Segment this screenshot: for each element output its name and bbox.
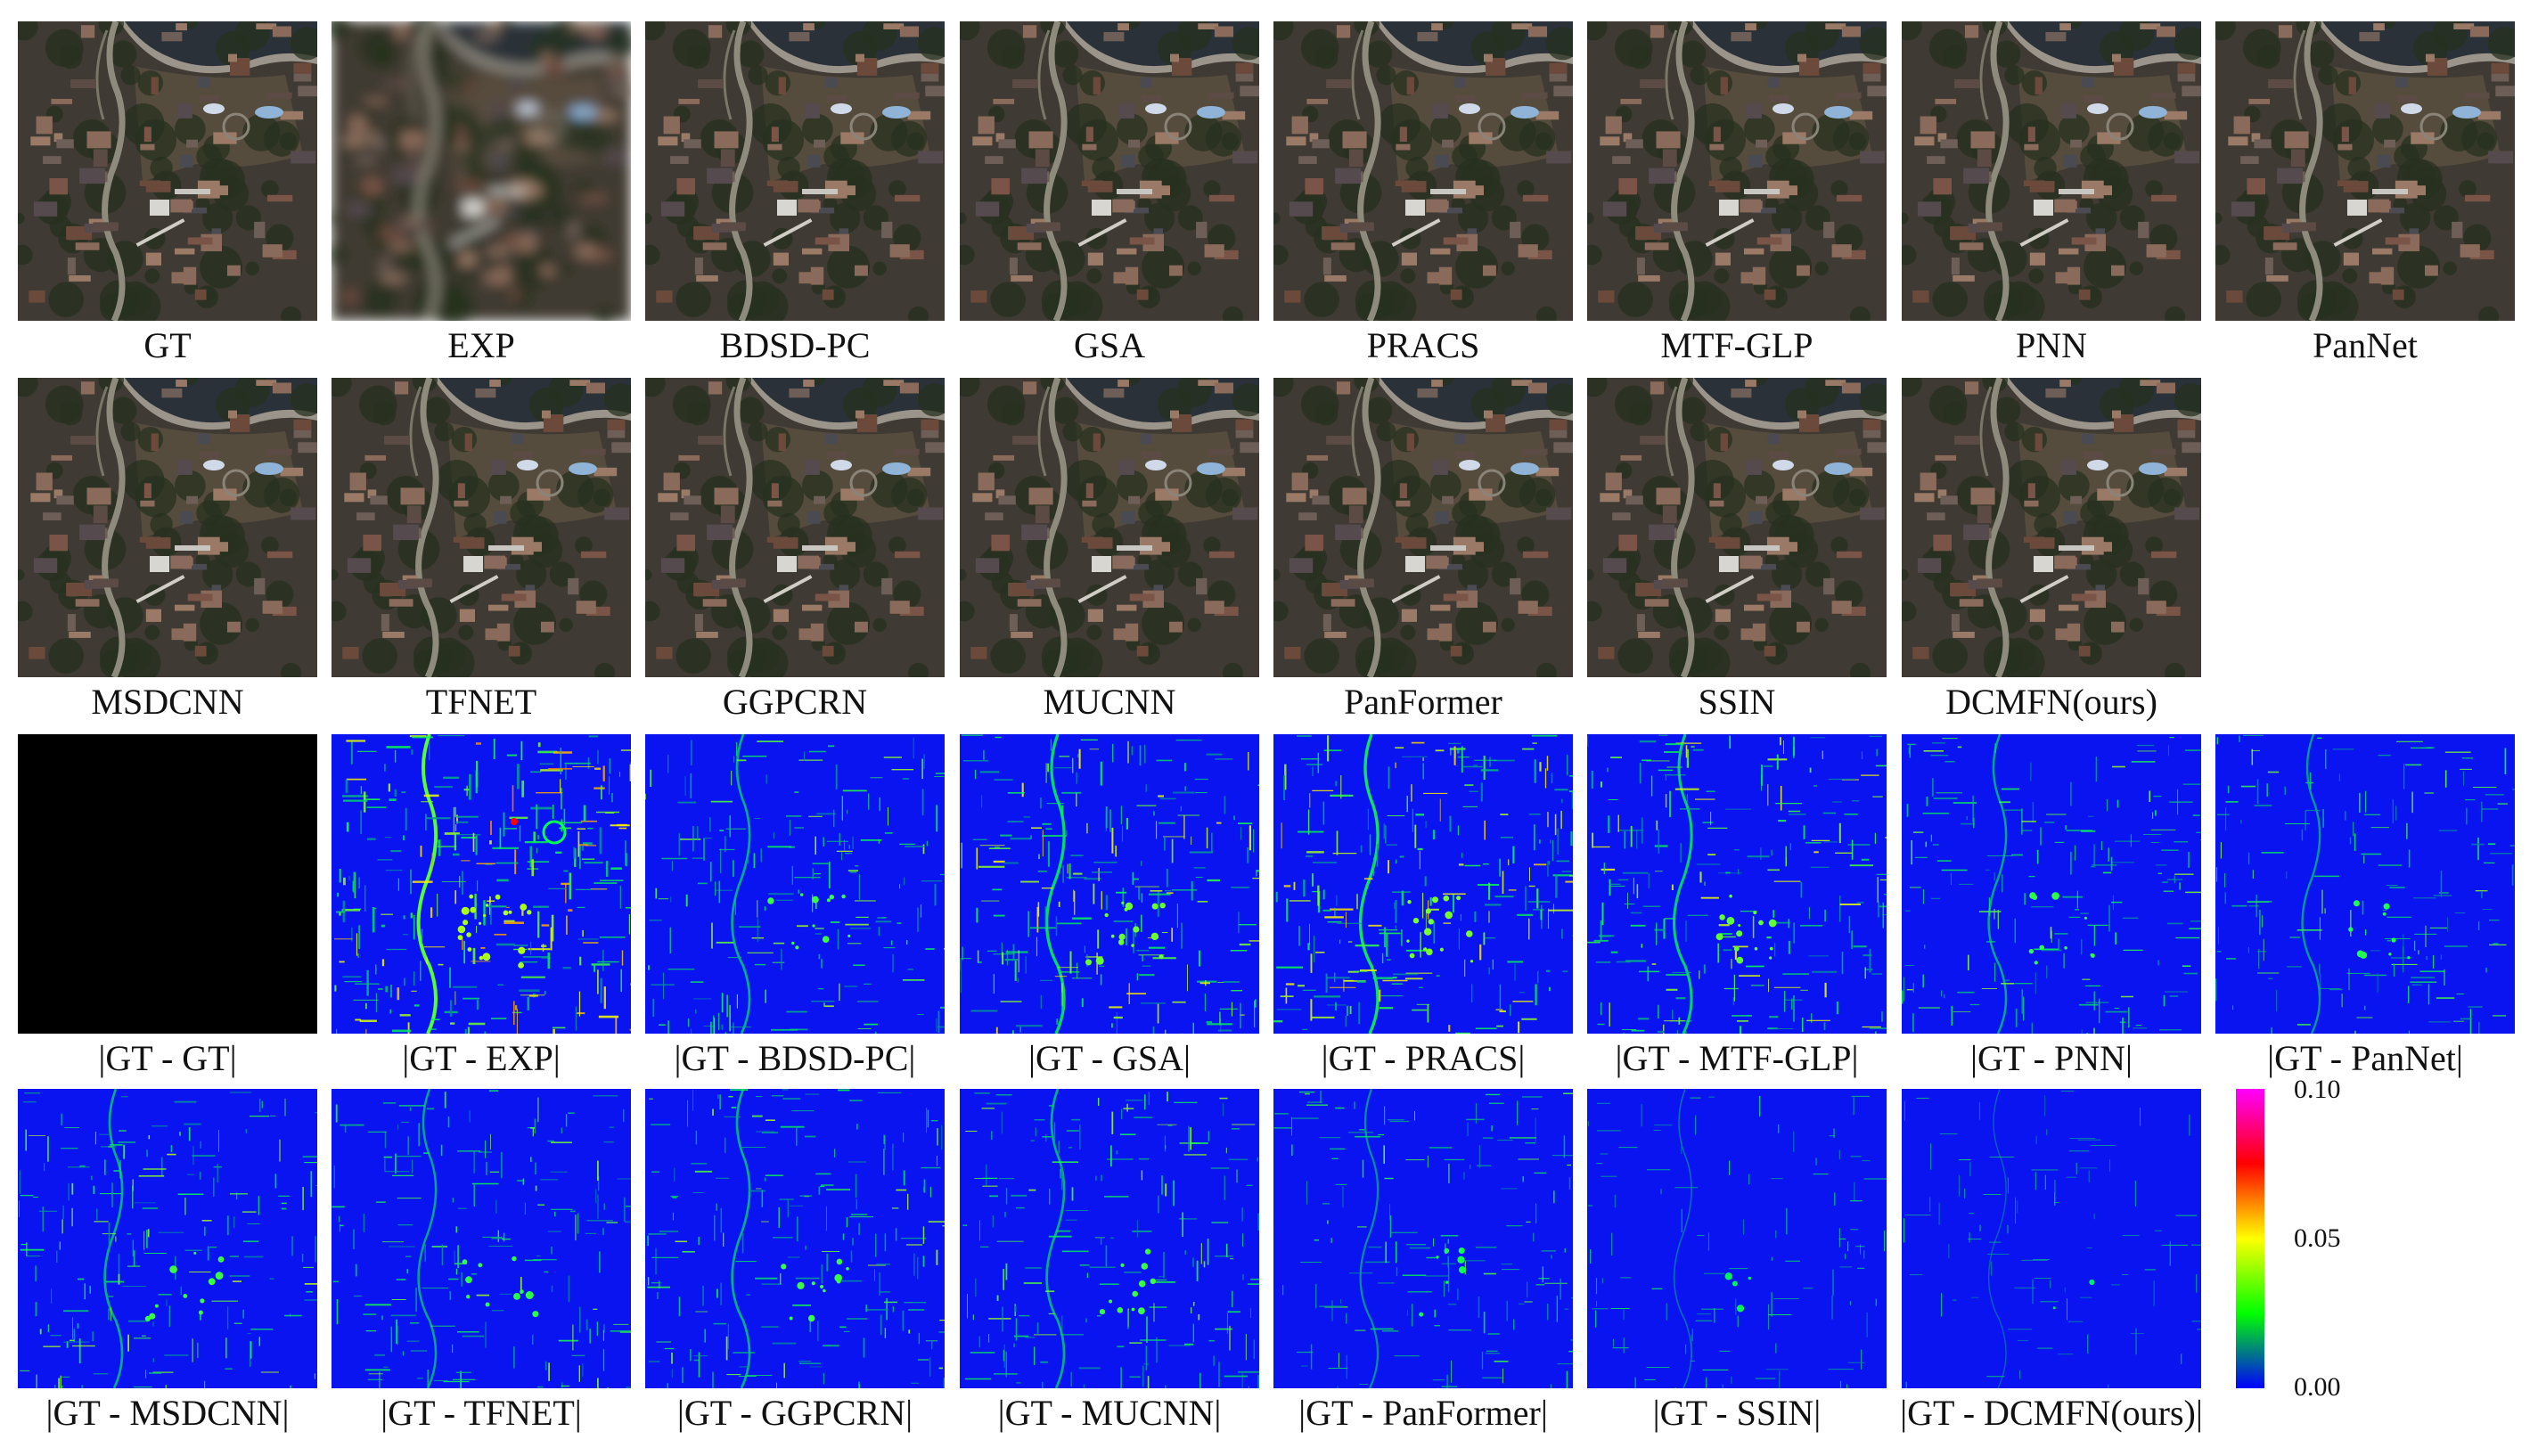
error-map-panel	[2215, 734, 2515, 1034]
panel-image	[960, 21, 1259, 321]
panel-caption: |GT - TFNET|	[381, 1393, 582, 1433]
panel-image	[332, 378, 631, 677]
panel-caption: |GT - PRACS|	[1321, 1038, 1526, 1078]
panel-caption: TFNET	[425, 682, 537, 722]
fused-image-panel	[18, 378, 317, 677]
error-map-panel	[1587, 734, 1887, 1034]
fused-image-panel	[332, 378, 631, 677]
panel-caption: |GT - GGPCRN|	[676, 1393, 913, 1433]
error-map-panel	[645, 1089, 945, 1388]
panel-image	[960, 378, 1259, 677]
error-map-panel	[1902, 734, 2201, 1034]
error-map-panel	[18, 734, 317, 1034]
error-map-panel	[1587, 1089, 1887, 1388]
panel-image	[18, 734, 317, 1034]
panel-image	[1273, 21, 1573, 321]
panel-caption: |GT - GSA|	[1028, 1038, 1191, 1078]
panel-caption: SSIN	[1698, 682, 1776, 722]
panel-caption: PRACS	[1366, 325, 1480, 365]
error-colorbar	[2236, 1089, 2264, 1388]
panel-caption: |GT - SSIN|	[1652, 1393, 1822, 1433]
colorbar-min-label: 0.00	[2294, 1372, 2341, 1402]
error-map-panel	[960, 734, 1259, 1034]
panel-image	[1587, 1089, 1887, 1388]
panel-image	[1273, 734, 1573, 1034]
fused-image-panel	[1587, 378, 1887, 677]
panel-image	[1587, 734, 1887, 1034]
panel-caption: PanNet	[2313, 325, 2418, 365]
panel-caption: |GT - MUCNN|	[997, 1393, 1222, 1433]
panel-caption: MTF-GLP	[1660, 325, 1813, 365]
error-map-panel	[1902, 1089, 2201, 1388]
colorbar-mid-label: 0.05	[2294, 1223, 2341, 1253]
panel-image	[1273, 378, 1573, 677]
panel-caption: BDSD-PC	[719, 325, 871, 365]
panel-caption: |GT - DCMFN(ours)|	[1900, 1393, 2203, 1433]
panel-caption: |GT - BDSD-PC|	[674, 1038, 916, 1078]
panel-image	[332, 734, 631, 1034]
panel-image	[960, 1089, 1259, 1388]
panel-caption: EXP	[447, 325, 515, 365]
panel-caption: MSDCNN	[91, 682, 244, 722]
fused-image-panel	[332, 21, 631, 321]
panel-caption: GGPCRN	[722, 682, 868, 722]
panel-image	[1902, 21, 2201, 321]
panel-image	[645, 734, 945, 1034]
panel-caption: GT	[143, 325, 192, 365]
error-map-panel	[18, 1089, 317, 1388]
panel-caption: |GT - PNN|	[1970, 1038, 2133, 1078]
panel-caption: |GT - PanFormer|	[1298, 1393, 1548, 1433]
panel-image	[1587, 21, 1887, 321]
panel-image	[1587, 378, 1887, 677]
fused-image-panel	[1273, 378, 1573, 677]
fused-image-panel	[18, 21, 317, 321]
panel-image	[1902, 734, 2201, 1034]
fused-image-panel	[1273, 21, 1573, 321]
panel-caption: DCMFN(ours)	[1945, 682, 2157, 722]
fused-image-panel	[2215, 21, 2515, 321]
panel-image	[960, 734, 1259, 1034]
panel-caption: |GT - GT|	[98, 1038, 237, 1078]
panel-image	[18, 21, 317, 321]
panel-image	[1902, 1089, 2201, 1388]
panel-caption: PanFormer	[1344, 682, 1502, 722]
error-map-panel	[645, 734, 945, 1034]
error-map-panel	[1273, 734, 1573, 1034]
error-map-panel	[960, 1089, 1259, 1388]
panel-caption: |GT - MTF-GLP|	[1615, 1038, 1859, 1078]
fused-image-panel	[1587, 21, 1887, 321]
fused-image-panel	[960, 21, 1259, 321]
panel-caption: |GT - EXP|	[402, 1038, 561, 1078]
panel-caption: |GT - MSDCNN|	[45, 1393, 290, 1433]
error-map-panel	[1273, 1089, 1573, 1388]
fused-image-panel	[960, 378, 1259, 677]
panel-image	[1273, 1089, 1573, 1388]
fused-image-panel	[645, 378, 945, 677]
fused-image-panel	[1902, 378, 2201, 677]
panel-caption: MUCNN	[1043, 682, 1176, 722]
panel-caption: |GT - PanNet|	[2267, 1038, 2463, 1078]
colorbar-max-label: 0.10	[2294, 1075, 2341, 1104]
error-map-panel	[332, 734, 631, 1034]
panel-image	[18, 378, 317, 677]
panel-image	[645, 378, 945, 677]
panel-image	[2215, 734, 2515, 1034]
panel-caption: GSA	[1073, 325, 1146, 365]
panel-image	[2215, 21, 2515, 321]
error-map-panel	[332, 1089, 631, 1388]
panel-image	[645, 1089, 945, 1388]
panel-image	[332, 1089, 631, 1388]
panel-image	[332, 21, 631, 321]
panel-caption: PNN	[2015, 325, 2088, 365]
fused-image-panel	[645, 21, 945, 321]
panel-image	[1902, 378, 2201, 677]
fused-image-panel	[1902, 21, 2201, 321]
panel-image	[18, 1089, 317, 1388]
panel-image	[645, 21, 945, 321]
